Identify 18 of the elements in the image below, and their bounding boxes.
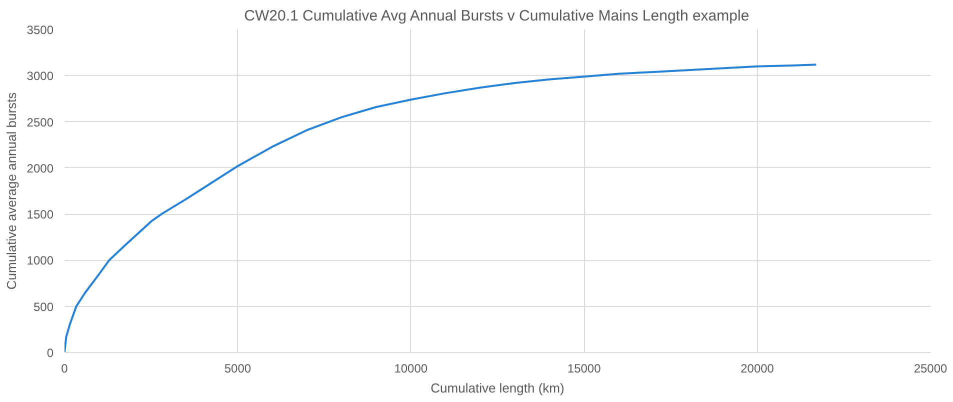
y-tick-label: 0	[46, 346, 54, 360]
x-tick-label: 20000	[740, 362, 774, 376]
chart-title: CW20.1 Cumulative Avg Annual Bursts v Cumulative Mains Length example	[244, 8, 750, 24]
y-tick-label: 2500	[26, 115, 54, 130]
x-tick-label: 25000	[914, 362, 948, 376]
y-tick-label: 3000	[26, 69, 54, 84]
x-tick-label: 0	[61, 362, 68, 376]
y-tick-label: 1000	[26, 254, 54, 268]
line-series	[64, 64, 818, 352]
x-tick-label: 10000	[394, 362, 428, 376]
y-tick-label: 1500	[26, 208, 54, 222]
y-axis-title: Cumulative average annual bursts	[4, 92, 19, 290]
y-tick-label: 2000	[26, 161, 54, 176]
x-tick-label: 5000	[224, 362, 252, 376]
x-tick-label: 15000	[567, 362, 602, 376]
y-tick-label: 500	[33, 300, 54, 314]
y-tick-label: 3500	[26, 23, 54, 37]
x-axis-title: Cumulative length (km)	[430, 380, 564, 396]
